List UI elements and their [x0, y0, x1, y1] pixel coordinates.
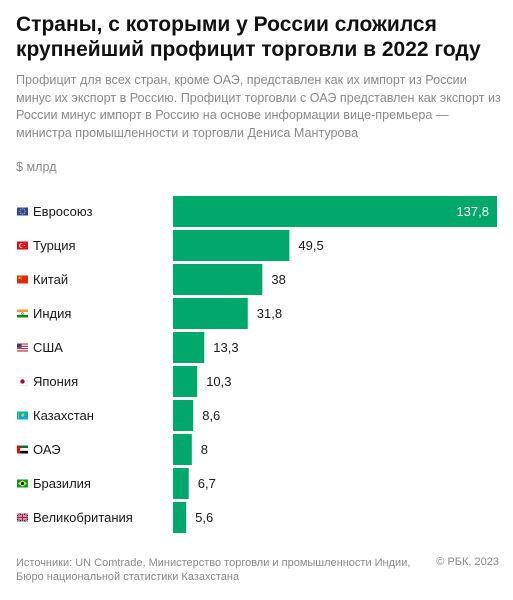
kazakhstan-flag-icon	[17, 411, 28, 420]
chart-title: Страны, с которыми у России сложился кру…	[16, 13, 481, 61]
bar-chart: Евросоюз 137,8 Турция 49,5 Китай 38 Индия 31,8 С…	[16, 196, 497, 533]
bar	[173, 468, 189, 499]
copyright: © РБК, 2023	[436, 556, 499, 568]
value-label: 13,3	[213, 340, 238, 355]
category-label: ОАЭ	[33, 442, 61, 457]
value-label: 8	[201, 442, 208, 457]
value-label: 31,8	[257, 306, 282, 321]
usa-flag-icon	[17, 343, 28, 352]
bar	[173, 298, 248, 329]
value-label: 8,6	[202, 408, 220, 423]
brazil-flag-icon	[17, 479, 28, 488]
bar	[173, 366, 198, 397]
turkey-flag-icon	[17, 241, 28, 250]
unit-label: $ млрд	[16, 160, 57, 174]
category-label: Бразилия	[33, 476, 91, 491]
value-label: 137,8	[456, 204, 489, 219]
bar	[173, 332, 205, 363]
category-label: Япония	[33, 374, 78, 389]
bar	[173, 434, 192, 465]
bar	[173, 230, 290, 261]
bar	[173, 196, 497, 227]
uae-flag-icon	[17, 445, 28, 454]
value-label: 10,3	[206, 374, 231, 389]
value-label: 5,6	[195, 510, 213, 525]
china-flag-icon	[17, 275, 28, 284]
category-label: Китай	[33, 272, 68, 287]
eu-flag-icon	[17, 207, 28, 216]
chart-subtitle: Профицит для всех стран, кроме ОАЭ, пред…	[16, 73, 501, 140]
value-label: 49,5	[298, 238, 323, 253]
uk-flag-icon	[16, 512, 29, 523]
category-label: Индия	[33, 306, 71, 321]
india-flag-icon	[17, 309, 28, 318]
value-label: 38	[271, 272, 285, 287]
japan-flag-icon	[17, 377, 29, 386]
bar	[173, 400, 194, 431]
bar	[173, 502, 187, 533]
bar	[173, 264, 263, 295]
category-label: Великобритания	[33, 510, 133, 525]
category-label: США	[33, 340, 63, 355]
category-label: Казахстан	[33, 408, 94, 423]
source-note: Источники: UN Comtrade, Министерство тор…	[16, 557, 411, 583]
category-label: Евросоюз	[33, 204, 93, 219]
value-label: 6,7	[198, 476, 216, 491]
category-label: Турция	[33, 238, 76, 253]
